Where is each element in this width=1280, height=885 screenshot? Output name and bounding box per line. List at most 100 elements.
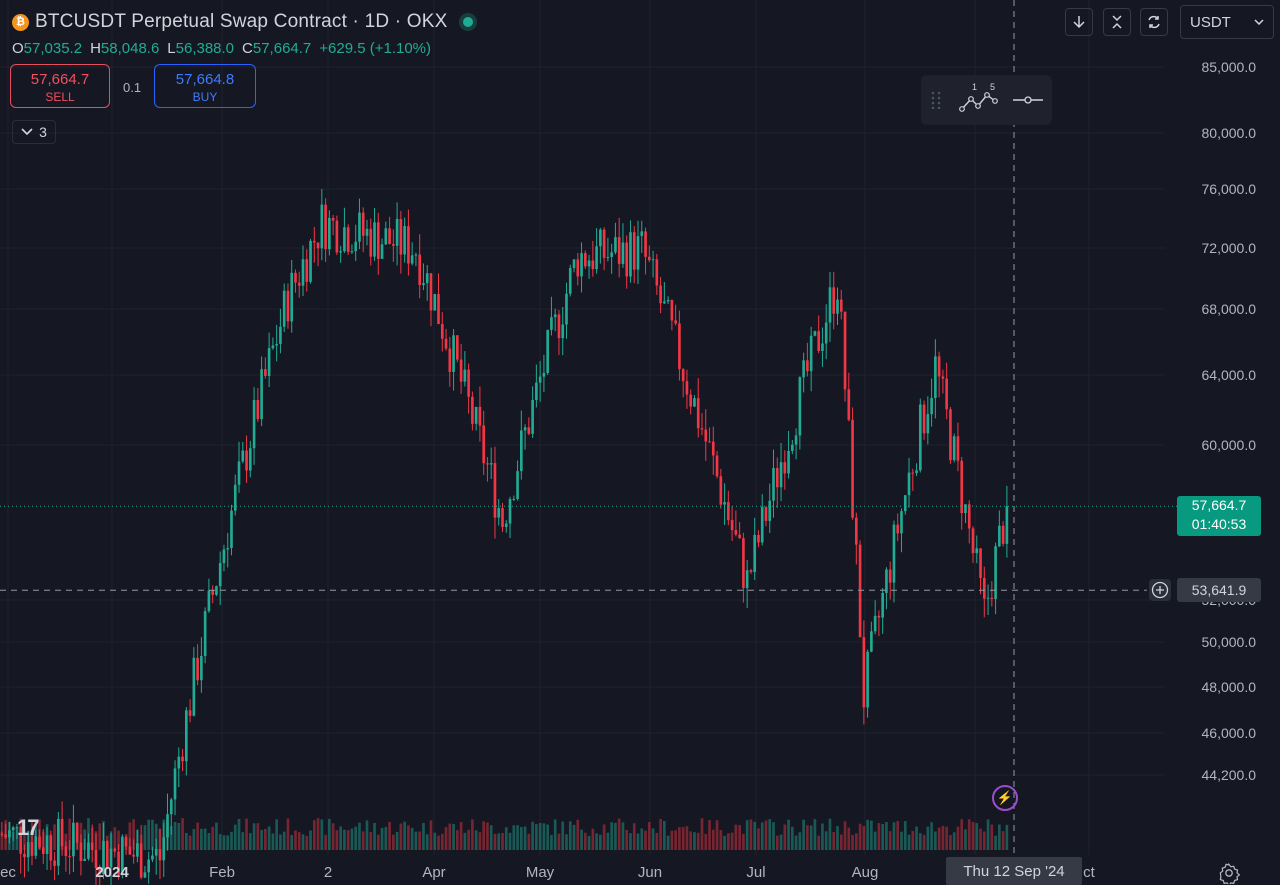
- candle-body: [177, 756, 181, 769]
- currency-select[interactable]: USDT: [1180, 5, 1274, 39]
- volume-bar: [651, 828, 655, 850]
- candle-body: [885, 569, 888, 593]
- volume-bar: [617, 818, 621, 850]
- volume-bar: [659, 819, 662, 850]
- candle-body: [911, 472, 915, 474]
- volume-bar: [561, 821, 565, 850]
- volume-bar: [105, 835, 109, 850]
- candle-body: [783, 462, 787, 474]
- volume-bar: [990, 824, 994, 850]
- candle-body: [75, 822, 79, 843]
- volume-bar: [802, 819, 805, 850]
- candle-body: [467, 369, 470, 397]
- time-tick: ec: [0, 864, 16, 881]
- settings-icon[interactable]: [1218, 862, 1240, 884]
- volume-bar: [779, 834, 783, 850]
- horizontal-ray-icon[interactable]: [1012, 93, 1044, 107]
- volume-bar: [757, 828, 760, 850]
- drawing-toolbox[interactable]: 1 5: [921, 75, 1052, 125]
- volume-bar: [192, 828, 196, 850]
- price-tick: 60,000.0: [1201, 437, 1257, 453]
- candle-body: [188, 710, 192, 716]
- volume-bar: [967, 819, 971, 850]
- refresh-button[interactable]: [1140, 8, 1168, 36]
- candle-body: [237, 461, 241, 485]
- volume-bar: [45, 824, 49, 850]
- market-open-indicator: [459, 13, 478, 31]
- candle-body: [843, 311, 847, 390]
- volume-bar: [629, 833, 632, 850]
- tradingview-logo[interactable]: 17: [17, 815, 40, 840]
- volume-bar: [414, 831, 418, 850]
- volume-bar: [139, 834, 143, 850]
- indicators-toggle[interactable]: 3: [12, 120, 56, 144]
- candle-body: [448, 348, 452, 372]
- sell-button[interactable]: 57,664.7 SELL: [10, 64, 110, 108]
- time-tick: May: [525, 864, 555, 881]
- candle-body: [561, 324, 565, 339]
- candle-body: [399, 218, 403, 255]
- candle-body: [516, 471, 519, 499]
- candle-body: [583, 253, 587, 267]
- volume-bar: [410, 827, 414, 850]
- volume-bar: [486, 822, 489, 850]
- candle-body: [365, 228, 369, 236]
- volume-bar: [918, 833, 922, 850]
- bar-countdown: 01:40:53: [1191, 516, 1247, 533]
- candle-body: [794, 435, 798, 445]
- plus-circle-icon: [1151, 582, 1169, 599]
- candle-body: [346, 227, 350, 252]
- lightning-icon[interactable]: ⚡: [992, 785, 1018, 811]
- volume-bar: [855, 833, 858, 850]
- candle-body: [979, 548, 982, 578]
- candle-body: [527, 427, 531, 434]
- volume-bar: [783, 824, 787, 850]
- volume-bar: [945, 826, 948, 850]
- candle-body: [971, 528, 975, 554]
- symbol-title[interactable]: BTCUSDT Perpetual Swap Contract · 1D · O…: [35, 11, 448, 32]
- candle-body: [267, 348, 271, 376]
- volume-bar: [516, 825, 519, 850]
- volume-bar: [531, 821, 534, 850]
- candle-body: [196, 657, 199, 681]
- candle-body: [557, 314, 561, 339]
- download-button[interactable]: [1065, 8, 1093, 36]
- volume-bar: [678, 827, 681, 850]
- candle-body: [143, 872, 147, 878]
- candle-body: [990, 597, 994, 600]
- candle-body: [602, 229, 606, 258]
- chevron-down-icon: [21, 128, 33, 136]
- candle-body: [425, 273, 429, 284]
- candle-body: [809, 335, 813, 372]
- collapse-button[interactable]: [1103, 8, 1131, 36]
- candle-body: [407, 226, 410, 264]
- volume-bar: [26, 830, 30, 850]
- volume-bar: [331, 823, 335, 850]
- buy-button[interactable]: 57,664.8 BUY: [154, 64, 256, 108]
- add-alert-button[interactable]: [1149, 579, 1171, 602]
- elliott-wave-icon[interactable]: 1 5: [959, 81, 999, 115]
- time-tick: Jun: [637, 864, 663, 881]
- candle-body: [8, 830, 11, 838]
- drag-handle-icon[interactable]: [931, 91, 941, 109]
- volume-bar: [738, 825, 741, 850]
- candle-body: [19, 827, 23, 854]
- volume-bar: [34, 822, 38, 850]
- volume-bar: [866, 819, 869, 850]
- volume-bar: [888, 831, 892, 850]
- volume-bar: [1001, 831, 1005, 850]
- volume-bar: [260, 829, 263, 850]
- candle-body: [147, 859, 150, 873]
- candle-body: [105, 841, 109, 868]
- candle-body: [380, 244, 384, 259]
- volume-bar: [881, 824, 884, 850]
- candle-body: [440, 323, 444, 339]
- volume-bar: [911, 830, 915, 850]
- volume-bar: [693, 832, 696, 850]
- volume-bar: [11, 831, 15, 850]
- candle-body: [542, 372, 546, 377]
- candle-body: [279, 326, 282, 345]
- symbol-header[interactable]: ₿ BTCUSDT Perpetual Swap Contract · 1D ·…: [12, 10, 478, 34]
